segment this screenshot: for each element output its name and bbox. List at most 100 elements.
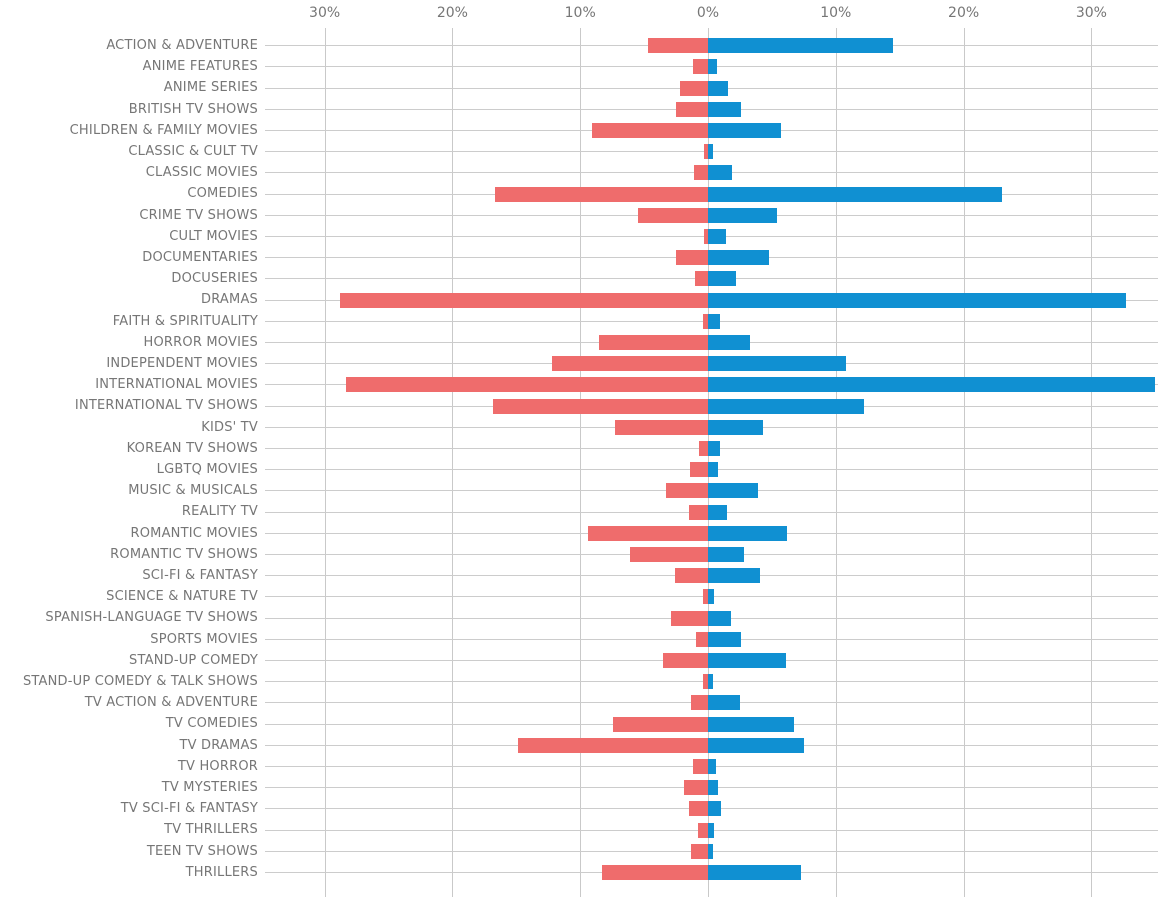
category-label: CRIME TV SHOWS <box>139 207 258 223</box>
category-label: CLASSIC MOVIES <box>145 165 258 181</box>
bar-left <box>587 525 708 541</box>
category-label: SPORTS MOVIES <box>150 631 258 647</box>
bar-right <box>708 80 729 96</box>
bar-left <box>704 228 708 244</box>
category-label: CHILDREN & FAMILY MOVIES <box>69 122 258 138</box>
bar-left <box>599 334 708 350</box>
bar-left <box>591 122 708 138</box>
bar-right <box>708 716 794 732</box>
category-label: DRAMAS <box>201 292 258 308</box>
bar-left <box>696 631 708 647</box>
bar-left <box>614 419 708 435</box>
bar-left <box>702 589 708 605</box>
category-label: TV THRILLERS <box>164 822 258 838</box>
bar-right <box>708 440 720 456</box>
bar-right <box>708 165 733 181</box>
bar-right <box>708 525 788 541</box>
category-label: TV ACTION & ADVENTURE <box>84 695 258 711</box>
category-label: INTERNATIONAL MOVIES <box>95 377 258 393</box>
bar-left <box>663 652 708 668</box>
bar-left <box>637 207 708 223</box>
axis-tick-label: 10% <box>820 5 852 21</box>
bar-left <box>601 864 708 880</box>
vertical-gridline <box>324 28 326 897</box>
bar-right <box>708 589 715 605</box>
category-label: BRITISH TV SHOWS <box>128 101 258 117</box>
bar-right <box>708 695 740 711</box>
category-label: INDEPENDENT MOVIES <box>106 356 258 371</box>
bar-left <box>493 398 708 414</box>
bar-right <box>708 207 777 223</box>
bar-right <box>708 801 721 817</box>
category-label: TEEN TV SHOWS <box>146 843 258 859</box>
category-label: COMEDIES <box>187 186 258 202</box>
vertical-gridline <box>963 28 965 897</box>
category-label: STAND-UP COMEDY & TALK SHOWS <box>22 674 258 689</box>
bar-left <box>665 483 708 499</box>
bar-right <box>708 631 742 647</box>
bar-right <box>708 483 758 499</box>
bar-right <box>708 122 781 138</box>
x-axis: 30% 20% 10% 0% 10% 20% 30% <box>0 0 1160 28</box>
category-label: FAITH & SPIRITUALITY <box>112 313 258 329</box>
category-label: TV MYSTERIES <box>161 780 258 795</box>
bar-right <box>708 101 742 117</box>
category-labels: ACTION & ADVENTURE ANIME FEATURES ANIME SE… <box>0 28 258 897</box>
category-label: DOCUMENTARIES <box>142 250 258 265</box>
bar-left <box>702 313 708 329</box>
bar-right <box>708 313 720 329</box>
bar-left <box>697 822 708 838</box>
category-label: ANIME FEATURES <box>142 59 258 75</box>
category-label: MUSIC & MUSICALS <box>128 483 258 499</box>
category-label: ROMANTIC MOVIES <box>130 525 258 541</box>
bar-left <box>676 250 708 266</box>
bar-right <box>708 398 864 414</box>
category-label: LGBTQ MOVIES <box>156 462 258 477</box>
bar-right <box>708 292 1126 308</box>
bar-right <box>708 377 1156 393</box>
bar-right <box>708 546 744 562</box>
bar-left <box>613 716 708 732</box>
category-label: ACTION & ADVENTURE <box>106 38 258 53</box>
category-label: SPANISH-LANGUAGE TV SHOWS <box>45 610 258 626</box>
bar-left <box>688 801 708 817</box>
bar-left <box>699 440 708 456</box>
axis-tick-label: 10% <box>564 5 596 21</box>
bar-right <box>708 356 847 372</box>
bar-left <box>517 737 708 753</box>
vertical-gridline <box>580 28 582 897</box>
bar-left <box>676 101 708 117</box>
bar-right <box>708 504 728 520</box>
category-label: CULT MOVIES <box>169 228 258 244</box>
bar-right <box>708 144 714 160</box>
vertical-gridline <box>835 28 837 897</box>
bar-left <box>674 568 708 584</box>
category-label: SCIENCE & NATURE TV <box>106 589 258 605</box>
bar-right <box>708 674 714 690</box>
category-label: CLASSIC & CULT TV <box>128 144 258 159</box>
vertical-gridline <box>1091 28 1093 897</box>
category-label: ANIME SERIES <box>163 80 258 96</box>
bar-left <box>688 504 708 520</box>
axis-tick-label: 20% <box>436 5 468 21</box>
bar-left <box>346 377 708 393</box>
bar-left <box>693 165 708 181</box>
bar-left <box>630 546 708 562</box>
bar-left <box>691 843 708 859</box>
bar-right <box>708 758 716 774</box>
bar-right <box>708 250 770 266</box>
plot-area <box>265 28 1158 897</box>
bar-left <box>704 144 708 160</box>
category-label: REALITY TV <box>181 504 258 520</box>
vertical-gridline <box>452 28 454 897</box>
bar-left <box>695 271 708 287</box>
category-label: HORROR MOVIES <box>143 334 258 350</box>
bar-right <box>708 652 786 668</box>
bar-left <box>670 610 708 626</box>
bar-right <box>708 780 719 796</box>
bar-right <box>708 843 714 859</box>
bar-right <box>708 271 737 287</box>
axis-tick-label: 30% <box>309 5 341 21</box>
axis-tick-label: 30% <box>1075 5 1107 21</box>
bar-right <box>708 419 763 435</box>
